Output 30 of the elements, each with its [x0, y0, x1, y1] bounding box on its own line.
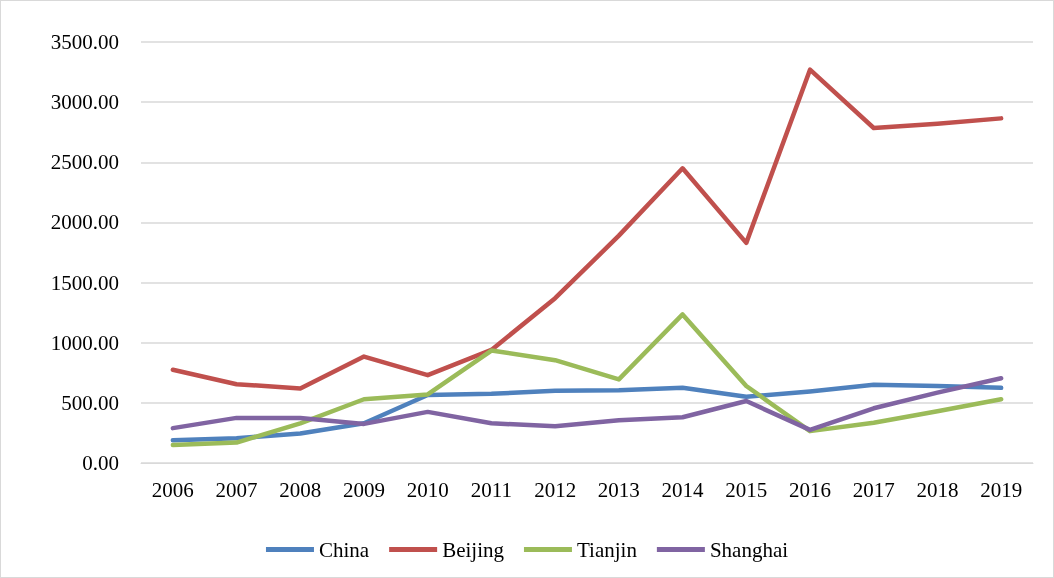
x-tick-label: 2017	[852, 477, 895, 502]
y-tick-label: 0.00	[82, 451, 119, 475]
x-tick-label: 2012	[534, 477, 577, 502]
x-tick-label: 2015	[725, 477, 768, 502]
x-tick-label: 2018	[916, 477, 959, 502]
y-tick-label: 3000.00	[50, 90, 119, 115]
line-series	[170, 312, 1004, 448]
y-tick-label: 500.00	[61, 390, 119, 415]
y-tick-label: 2000.00	[50, 210, 119, 235]
y-tick-label: 2500.00	[50, 150, 119, 175]
x-tick-label: 2007	[215, 477, 258, 502]
x-tick-label: 2010	[406, 477, 449, 502]
legend-label: Beijing	[442, 537, 505, 562]
y-tick-label: 3500.00	[50, 30, 119, 54]
x-tick-label: 2006	[151, 477, 194, 502]
line-series	[170, 67, 1004, 391]
x-tick-label: 2014	[661, 477, 705, 502]
x-tick-label: 2019	[980, 477, 1023, 502]
x-tick-label: 2013	[597, 477, 640, 502]
x-tick-label: 2009	[343, 477, 385, 502]
legend-label: Tianjin	[576, 537, 638, 562]
legend-label: China	[318, 537, 370, 562]
line-series	[170, 375, 1004, 433]
x-tick-label: 2016	[789, 477, 831, 502]
y-tick-label: 1500.00	[50, 270, 119, 295]
x-tick-label: 2011	[470, 477, 513, 502]
line-series	[170, 382, 1004, 443]
y-tick-label: 1000.00	[50, 330, 119, 355]
legend-label: Shanghai	[709, 537, 789, 562]
x-tick-label: 2008	[279, 477, 322, 502]
